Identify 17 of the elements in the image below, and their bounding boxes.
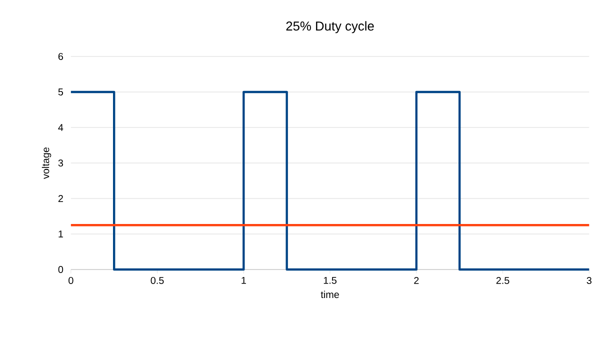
x-axis-title: time (320, 290, 339, 298)
y-tick-label: 6 (58, 53, 64, 60)
y-tick-label: 4 (58, 124, 64, 131)
y-tick-label: 1 (58, 230, 63, 238)
x-tick-label: 3 (586, 277, 592, 284)
x-tick-label: 1.5 (324, 277, 336, 284)
y-tick-label: 5 (58, 88, 64, 96)
x-tick-label: 0.5 (150, 277, 164, 284)
y-tick-label: 0 (58, 266, 64, 274)
y-tick-label: 2 (58, 195, 63, 202)
y-tick-label: 3 (58, 160, 64, 167)
x-tick-label: 2.5 (496, 277, 510, 284)
x-tick-label: 0 (68, 277, 74, 284)
y-axis-title: voltage (42, 148, 52, 179)
chart-title: 25% Duty cycle (286, 21, 374, 34)
x-tick-label: 2 (414, 277, 419, 284)
x-tick-label: 1 (242, 277, 246, 284)
